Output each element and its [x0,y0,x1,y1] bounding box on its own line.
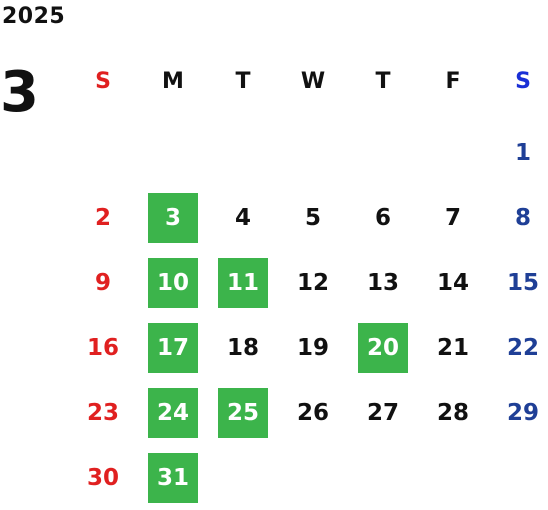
day-cell[interactable]: 4 [208,185,278,250]
weekday-header-thu: T [375,69,391,94]
day-cell[interactable]: 7 [418,185,488,250]
day-cell[interactable]: 25 [208,380,278,445]
day-cell[interactable]: 17 [138,315,208,380]
day-cell[interactable]: 2 [68,185,138,250]
day-number: 3 [148,192,198,243]
day-cell[interactable]: 10 [138,250,208,315]
day-number: 29 [506,399,539,426]
weekday-header-mon: M [162,69,184,94]
day-cell[interactable]: 22 [488,315,548,380]
weekday-header-tue: T [235,69,251,94]
day-number: 13 [366,269,399,296]
day-number: 8 [514,204,531,231]
day-number: 2 [94,204,111,231]
day-number: 7 [444,204,461,231]
day-number: 12 [296,269,329,296]
day-number: 27 [366,399,399,426]
day-number: 15 [506,269,539,296]
day-cell[interactable]: 20 [348,315,418,380]
day-number: 17 [148,322,198,373]
weekday-header-row: S M T W T F S [68,64,548,100]
day-cell[interactable]: 8 [488,185,548,250]
calendar-day-grid: 1 2 3 4 5 6 7 8 9 10 11 12 13 14 15 16 17 18 19 20 21 22 23 24 2… [68,120,548,510]
day-cell[interactable]: 6 [348,185,418,250]
day-cell[interactable]: 31 [138,445,208,510]
day-cell[interactable]: 11 [208,250,278,315]
day-number: 23 [86,399,119,426]
day-cell[interactable]: 27 [348,380,418,445]
day-number: 10 [148,257,198,308]
day-cell[interactable]: 19 [278,315,348,380]
weekday-header-wed: W [300,69,326,94]
day-number: 19 [296,334,329,361]
day-number: 25 [218,387,268,438]
day-number: 18 [226,334,259,361]
day-number: 4 [234,204,251,231]
month-number: 3 [0,60,39,125]
day-number: 9 [94,269,111,296]
day-number: 14 [436,269,469,296]
day-cell[interactable]: 21 [418,315,488,380]
day-number: 21 [436,334,469,361]
day-cell[interactable]: 16 [68,315,138,380]
day-number: 28 [436,399,469,426]
day-cell[interactable]: 12 [278,250,348,315]
day-number: 24 [148,387,198,438]
day-cell[interactable]: 14 [418,250,488,315]
day-cell[interactable]: 29 [488,380,548,445]
day-number: 11 [218,257,268,308]
day-cell[interactable]: 1 [488,120,548,185]
weekday-header-fri: F [445,69,461,94]
day-cell[interactable]: 5 [278,185,348,250]
day-number: 26 [296,399,329,426]
day-number: 6 [374,204,391,231]
day-cell[interactable]: 9 [68,250,138,315]
day-number: 22 [506,334,539,361]
day-cell[interactable]: 26 [278,380,348,445]
day-number: 31 [148,452,198,503]
day-number: 1 [514,139,531,166]
day-cell[interactable]: 18 [208,315,278,380]
day-number: 5 [304,204,321,231]
day-cell[interactable]: 3 [138,185,208,250]
day-cell[interactable]: 15 [488,250,548,315]
day-cell[interactable]: 23 [68,380,138,445]
day-number: 30 [86,464,119,491]
day-cell[interactable]: 24 [138,380,208,445]
year-label: 2025 [2,4,66,29]
day-cell[interactable]: 13 [348,250,418,315]
day-cell[interactable]: 30 [68,445,138,510]
weekday-header-sat: S [515,69,531,94]
weekday-header-sun: S [95,69,111,94]
day-cell[interactable]: 28 [418,380,488,445]
day-number: 16 [86,334,119,361]
day-number: 20 [358,322,408,373]
